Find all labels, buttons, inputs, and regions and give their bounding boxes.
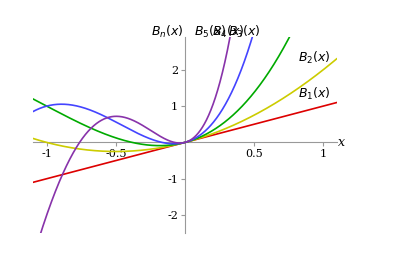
Text: $B_4(x)$: $B_4(x)$ [212, 24, 245, 40]
Text: $B_1(x)$: $B_1(x)$ [298, 86, 331, 103]
Text: x: x [338, 136, 345, 149]
Text: $B_5(x)$: $B_5(x)$ [194, 24, 226, 40]
Text: $B_n(x)$: $B_n(x)$ [151, 24, 184, 40]
Text: $B_3(x)$: $B_3(x)$ [229, 24, 261, 40]
Text: $B_2(x)$: $B_2(x)$ [298, 50, 331, 66]
